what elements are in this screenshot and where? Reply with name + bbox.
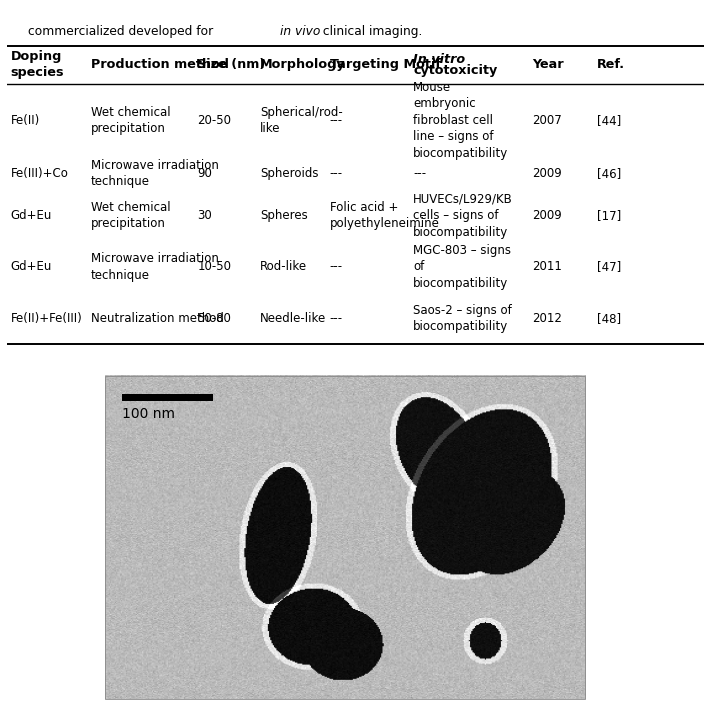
Text: Doping
species: Doping species (11, 50, 64, 79)
Text: Year: Year (532, 58, 563, 71)
Text: Microwave irradiation
technique: Microwave irradiation technique (91, 158, 218, 188)
Text: ---: --- (330, 312, 343, 324)
Text: 50-80: 50-80 (198, 312, 231, 324)
Text: Saos-2 – signs of
biocompatibility: Saos-2 – signs of biocompatibility (413, 304, 512, 333)
Text: Size (nm): Size (nm) (198, 58, 266, 71)
Text: Rod-like: Rod-like (260, 260, 307, 273)
Text: in vivo: in vivo (280, 25, 321, 39)
Text: In vitro: In vitro (413, 53, 466, 66)
Text: 2012: 2012 (532, 312, 562, 324)
Text: 2009: 2009 (532, 167, 562, 180)
Text: Production method: Production method (91, 58, 229, 71)
Text: Wet chemical
precipitation: Wet chemical precipitation (91, 106, 171, 135)
Text: [46]: [46] (597, 167, 621, 180)
Text: Folic acid +
polyethyleneimine: Folic acid + polyethyleneimine (330, 201, 439, 230)
Text: Morphology: Morphology (260, 58, 346, 71)
Text: [17]: [17] (597, 209, 621, 222)
Bar (122, 394, 213, 401)
Text: 10-50: 10-50 (198, 260, 231, 273)
Text: ---: --- (330, 167, 343, 180)
Text: Targeting Motif: Targeting Motif (330, 58, 441, 71)
Text: commercialized developed for: commercialized developed for (28, 25, 217, 39)
Text: Needle-like: Needle-like (260, 312, 326, 324)
Text: Wet chemical
precipitation: Wet chemical precipitation (91, 201, 171, 230)
Text: 2011: 2011 (532, 260, 562, 273)
Text: MGC-803 – signs
of
biocompatibility: MGC-803 – signs of biocompatibility (413, 244, 511, 290)
Text: clinical imaging.: clinical imaging. (319, 25, 422, 39)
Text: Gd+Eu: Gd+Eu (11, 260, 52, 273)
Text: Microwave irradiation
technique: Microwave irradiation technique (91, 252, 218, 282)
Text: Spherical/rod-
like: Spherical/rod- like (260, 106, 343, 135)
Text: Gd+Eu: Gd+Eu (11, 209, 52, 222)
Text: ---: --- (413, 167, 427, 180)
Text: 90: 90 (198, 167, 212, 180)
Text: [44]: [44] (597, 114, 621, 127)
Text: ---: --- (330, 260, 343, 273)
Bar (105, 376, 585, 699)
Text: Mouse
embryonic
fibroblast cell
line – signs of
biocompatibility: Mouse embryonic fibroblast cell line – s… (413, 81, 508, 160)
Text: cytotoxicity: cytotoxicity (413, 63, 498, 77)
Text: Fe(III)+Co: Fe(III)+Co (11, 167, 68, 180)
Text: HUVECs/L929/KB
cells – signs of
biocompatibility: HUVECs/L929/KB cells – signs of biocompa… (413, 193, 513, 239)
Text: Fe(II)+Fe(III): Fe(II)+Fe(III) (11, 312, 82, 324)
Text: 20-50: 20-50 (198, 114, 231, 127)
Text: 2009: 2009 (532, 209, 562, 222)
Text: 2007: 2007 (532, 114, 562, 127)
Text: Spheroids: Spheroids (260, 167, 319, 180)
Text: Spheres: Spheres (260, 209, 308, 222)
Text: [47]: [47] (597, 260, 621, 273)
Text: 30: 30 (198, 209, 212, 222)
Text: Fe(II): Fe(II) (11, 114, 40, 127)
Text: Neutralization method: Neutralization method (91, 312, 223, 324)
Text: ---: --- (330, 114, 343, 127)
Text: [48]: [48] (597, 312, 621, 324)
Text: Ref.: Ref. (597, 58, 625, 71)
Text: 100 nm: 100 nm (122, 407, 175, 421)
